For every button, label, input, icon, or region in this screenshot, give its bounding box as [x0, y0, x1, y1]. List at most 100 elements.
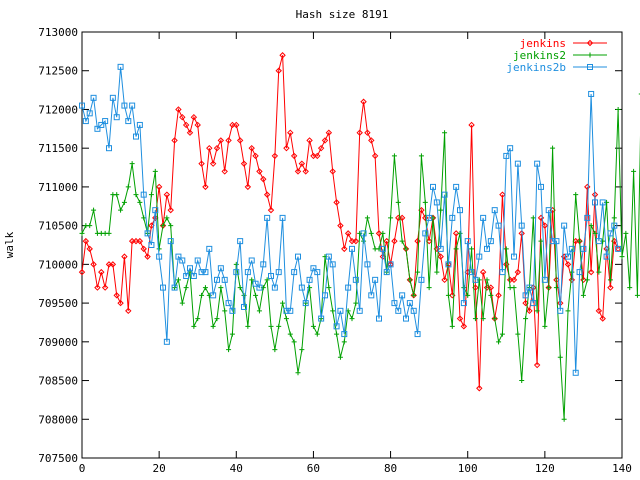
legend-label: jenkins2b	[506, 61, 566, 74]
data-point-jenkins2	[368, 230, 374, 236]
data-point-jenkins2	[407, 277, 413, 283]
data-point-jenkins2	[534, 308, 540, 314]
x-tick-label: 0	[79, 462, 86, 475]
data-point-jenkins2	[280, 300, 286, 306]
data-point-jenkins2b	[241, 303, 247, 310]
data-point-jenkins2	[453, 246, 459, 252]
data-point-jenkins2	[472, 316, 478, 322]
series-layer	[78, 52, 640, 422]
data-point-jenkins2b	[480, 214, 487, 221]
data-point-jenkins	[568, 276, 576, 284]
data-point-jenkins	[136, 237, 144, 245]
data-point-jenkins2b	[399, 292, 406, 299]
data-point-jenkins2b	[183, 272, 190, 279]
data-point-jenkins2	[118, 207, 124, 213]
y-tick-label: 709000	[38, 336, 78, 349]
data-point-jenkins2b	[198, 269, 205, 276]
data-point-jenkins2b	[306, 276, 313, 283]
data-point-jenkins2b	[433, 199, 440, 206]
data-point-jenkins2	[137, 199, 143, 205]
data-point-jenkins	[252, 152, 259, 160]
data-point-jenkins2	[515, 331, 521, 337]
data-point-jenkins2b	[291, 269, 298, 276]
data-point-jenkins2b	[125, 118, 132, 125]
data-point-jenkins2b	[561, 222, 568, 229]
data-point-jenkins2	[91, 207, 97, 213]
data-point-jenkins2	[557, 354, 563, 360]
data-point-jenkins2b	[568, 245, 575, 252]
data-point-jenkins	[595, 307, 603, 315]
y-tick-label: 711000	[38, 181, 78, 194]
legend-marker	[587, 52, 593, 58]
legend-marker	[587, 64, 593, 70]
data-point-jenkins	[587, 268, 595, 276]
data-point-jenkins	[499, 191, 506, 198]
data-point-jenkins	[175, 106, 182, 113]
data-point-jenkins2b	[499, 269, 506, 276]
data-point-jenkins2b	[287, 307, 294, 314]
data-point-jenkins2b	[472, 276, 479, 283]
data-point-jenkins2b	[441, 191, 448, 198]
data-point-jenkins2	[114, 192, 120, 198]
data-point-jenkins2b	[152, 207, 159, 214]
data-point-jenkins2	[607, 277, 613, 283]
data-point-jenkins	[121, 253, 128, 260]
data-point-jenkins2b	[144, 230, 151, 237]
data-point-jenkins2b	[133, 133, 139, 140]
data-point-jenkins2b	[179, 257, 186, 264]
data-point-jenkins	[152, 214, 159, 222]
data-point-jenkins	[194, 121, 201, 129]
data-point-jenkins	[518, 230, 525, 237]
data-point-jenkins2	[353, 300, 359, 306]
data-point-jenkins2	[175, 277, 181, 283]
data-point-jenkins2b	[283, 307, 290, 314]
y-tick-label: 708500	[38, 375, 78, 388]
data-point-jenkins	[368, 137, 375, 144]
data-point-jenkins	[202, 183, 209, 191]
data-point-jenkins2	[542, 323, 548, 329]
data-point-jenkins	[144, 253, 151, 260]
data-point-jenkins2	[214, 316, 220, 322]
data-point-jenkins2	[611, 215, 617, 221]
data-point-jenkins	[190, 113, 198, 121]
data-point-jenkins	[213, 144, 221, 152]
data-point-jenkins2	[183, 285, 189, 291]
data-point-jenkins2	[573, 192, 579, 198]
data-point-jenkins	[479, 268, 487, 276]
data-point-jenkins2	[141, 215, 147, 221]
data-point-jenkins2	[480, 316, 486, 322]
data-point-jenkins2b	[592, 199, 598, 206]
data-point-jenkins2b	[518, 222, 525, 229]
x-tick-label: 100	[458, 462, 478, 475]
data-point-jenkins2	[596, 269, 602, 275]
data-point-jenkins2b	[487, 238, 494, 245]
data-point-jenkins2b	[406, 300, 413, 307]
data-point-jenkins	[476, 385, 483, 392]
data-point-jenkins2b	[553, 238, 560, 245]
data-point-jenkins2b	[507, 145, 514, 152]
data-point-jenkins2b	[541, 276, 548, 283]
data-point-jenkins2	[237, 285, 243, 291]
data-point-jenkins2b	[349, 245, 355, 252]
data-point-jenkins2	[530, 215, 536, 221]
data-point-jenkins	[317, 144, 325, 152]
data-point-jenkins2b	[549, 238, 556, 245]
data-point-jenkins	[456, 315, 464, 322]
data-point-jenkins2b	[457, 207, 463, 214]
data-point-jenkins	[584, 183, 591, 191]
y-tick-label: 710000	[38, 258, 78, 271]
data-point-jenkins2b	[356, 307, 363, 314]
data-point-jenkins2b	[175, 253, 182, 260]
data-point-jenkins	[441, 276, 448, 284]
data-point-jenkins2	[438, 207, 444, 213]
series-line-jenkins2b	[81, 66, 619, 373]
data-point-jenkins2b	[264, 214, 271, 221]
data-point-jenkins2	[488, 292, 494, 298]
data-point-jenkins	[256, 168, 263, 175]
data-point-jenkins2b	[476, 253, 483, 260]
data-point-jenkins	[298, 160, 306, 167]
data-point-jenkins2	[561, 416, 567, 422]
data-point-jenkins	[209, 160, 217, 167]
data-point-jenkins	[533, 361, 541, 369]
data-point-jenkins2	[349, 316, 355, 322]
